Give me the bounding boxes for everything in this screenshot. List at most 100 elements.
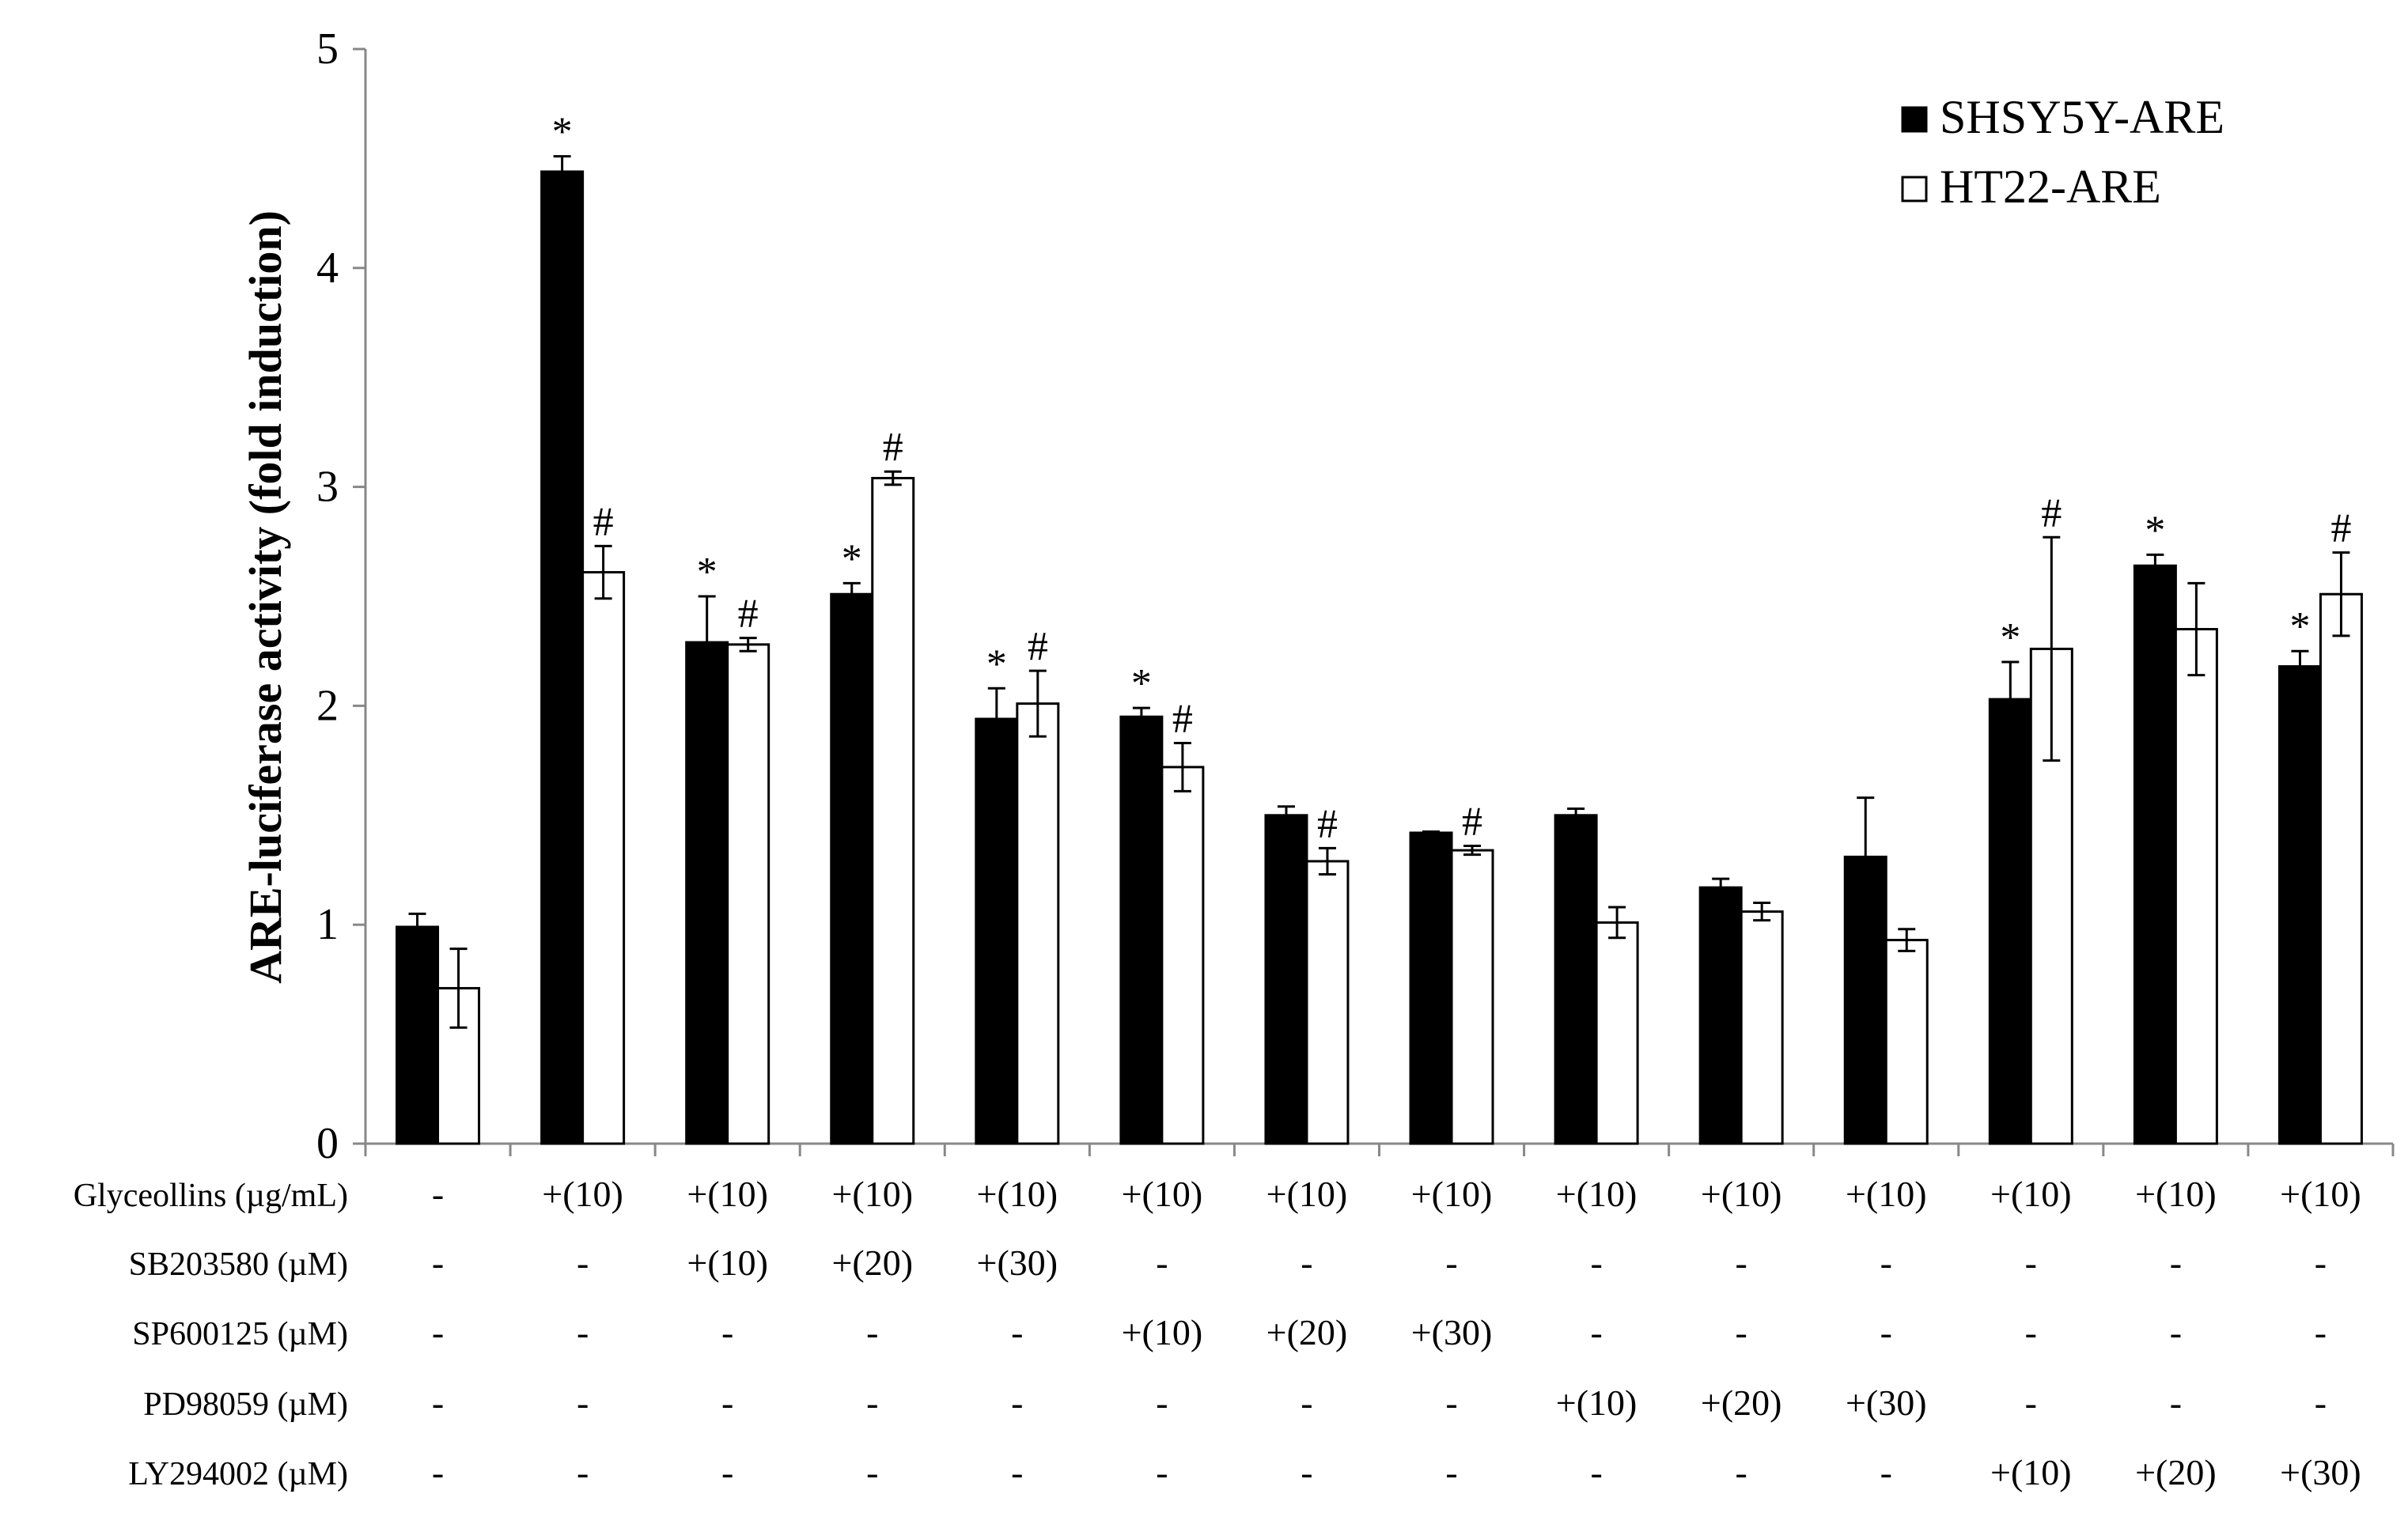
treatment-cell: - bbox=[866, 1452, 878, 1492]
bar-ht22 bbox=[1595, 921, 1639, 1145]
treatment-cell: - bbox=[1880, 1243, 1892, 1283]
significance-hash: # bbox=[738, 592, 759, 637]
treatment-cell: - bbox=[1445, 1452, 1457, 1492]
treatment-row-label: Glyceollins (µg/mL) bbox=[74, 1178, 348, 1214]
y-tick-label: 5 bbox=[316, 25, 339, 74]
treatment-cell: +(10) bbox=[2280, 1174, 2361, 1214]
treatment-cell: - bbox=[432, 1243, 444, 1283]
significance-hash: # bbox=[883, 425, 903, 470]
treatment-cell: - bbox=[1301, 1383, 1312, 1423]
significance-hash: # bbox=[1462, 800, 1482, 845]
treatment-cell: - bbox=[577, 1452, 589, 1492]
treatment-cell: - bbox=[1011, 1312, 1023, 1352]
y-tick-label: 1 bbox=[316, 900, 339, 949]
significance-asterisk: * bbox=[2145, 508, 2165, 553]
treatment-cell: - bbox=[2025, 1312, 2037, 1352]
treatment-row-label: SP600125 (µM) bbox=[132, 1316, 348, 1352]
treatment-cell: +(20) bbox=[831, 1243, 913, 1283]
treatment-cell: - bbox=[1156, 1243, 1168, 1283]
treatment-cell: - bbox=[1445, 1383, 1457, 1423]
bar-ht22 bbox=[726, 643, 770, 1145]
treatment-cell: - bbox=[1736, 1452, 1747, 1492]
treatment-cell: - bbox=[866, 1312, 878, 1352]
treatment-cell: +(10) bbox=[1556, 1383, 1638, 1423]
treatment-cell: - bbox=[1301, 1243, 1312, 1283]
treatment-cell: +(10) bbox=[687, 1243, 768, 1283]
significance-asterisk: * bbox=[552, 110, 573, 155]
y-tick-label: 4 bbox=[316, 244, 339, 293]
bar-shsy5y bbox=[1409, 831, 1453, 1145]
y-axis-label: ARE-luciferase activity (fold induction) bbox=[240, 210, 291, 984]
treatment-cell: - bbox=[1156, 1452, 1168, 1492]
treatment-cell: - bbox=[1445, 1243, 1457, 1283]
treatment-cell: +(10) bbox=[1990, 1174, 2072, 1214]
treatment-cell: - bbox=[2315, 1312, 2327, 1352]
significance-hash: # bbox=[2041, 490, 2062, 535]
bars-layer bbox=[396, 170, 2363, 1145]
treatment-cell: - bbox=[721, 1312, 733, 1352]
y-tick-label: 3 bbox=[316, 463, 339, 512]
error-bars-layer bbox=[408, 155, 2350, 1029]
treatment-row-label: SB203580 (µM) bbox=[129, 1246, 348, 1283]
treatment-cell: - bbox=[721, 1452, 733, 1492]
significance-hash: # bbox=[1172, 696, 1193, 741]
bar-ht22 bbox=[871, 477, 915, 1145]
treatment-cell: - bbox=[2315, 1383, 2327, 1423]
bar-shsy5y bbox=[2277, 665, 2322, 1145]
treatment-cell: +(30) bbox=[1411, 1312, 1493, 1352]
significance-asterisk: * bbox=[2289, 604, 2310, 649]
treatment-cell: - bbox=[2170, 1243, 2182, 1283]
treatment-cell: - bbox=[432, 1452, 444, 1492]
y-tick-label: 0 bbox=[316, 1119, 339, 1168]
treatment-cell: - bbox=[432, 1174, 444, 1214]
treatment-cell: +(20) bbox=[2135, 1452, 2217, 1492]
bar-ht22 bbox=[2174, 628, 2218, 1145]
treatment-cell: +(10) bbox=[1122, 1312, 1203, 1352]
significance-asterisk: * bbox=[1131, 661, 1152, 706]
treatment-cell: +(10) bbox=[542, 1174, 623, 1214]
treatment-row-label: LY294002 (µM) bbox=[128, 1456, 348, 1492]
treatment-cell: +(30) bbox=[977, 1243, 1058, 1283]
treatment-cell: - bbox=[1156, 1383, 1168, 1423]
bar-shsy5y bbox=[685, 641, 729, 1145]
significance-hash: # bbox=[1028, 624, 1048, 669]
legend-label-shsy5y: SHSY5Y-ARE bbox=[1940, 91, 2224, 143]
treatment-cell: - bbox=[577, 1312, 589, 1352]
bar-shsy5y bbox=[1698, 886, 1743, 1145]
treatment-cell: +(10) bbox=[1701, 1174, 1782, 1214]
treatment-cell: - bbox=[1736, 1312, 1747, 1352]
treatment-cell: - bbox=[577, 1383, 589, 1423]
bar-ht22 bbox=[1450, 849, 1494, 1145]
treatment-cell: +(10) bbox=[977, 1174, 1058, 1214]
significance-marks-layer: * * * * * * * * # # # # # # # # # bbox=[552, 110, 2352, 847]
treatment-cell: +(20) bbox=[1266, 1312, 1348, 1352]
significance-hash: # bbox=[2330, 506, 2351, 551]
treatment-cell: +(10) bbox=[1846, 1174, 1927, 1214]
legend-label-ht22: HT22-ARE bbox=[1940, 161, 2161, 213]
bar-shsy5y bbox=[1988, 698, 2032, 1145]
significance-asterisk: * bbox=[842, 536, 862, 581]
treatment-cell: - bbox=[1880, 1452, 1892, 1492]
treatment-cell: - bbox=[1736, 1243, 1747, 1283]
bar-shsy5y bbox=[2133, 564, 2177, 1145]
significance-hash: # bbox=[593, 499, 614, 544]
bar-shsy5y bbox=[1554, 814, 1598, 1145]
treatment-cell: +(30) bbox=[2280, 1452, 2361, 1492]
treatment-cell: +(30) bbox=[1846, 1383, 1927, 1423]
bar-shsy5y bbox=[540, 170, 585, 1145]
bar-ht22 bbox=[581, 571, 626, 1145]
bar-shsy5y bbox=[396, 925, 440, 1145]
treatment-cell: - bbox=[1880, 1312, 1892, 1352]
treatment-cell: - bbox=[721, 1383, 733, 1423]
treatment-cell: - bbox=[1590, 1452, 1602, 1492]
treatment-cell: - bbox=[577, 1243, 589, 1283]
treatment-cell: - bbox=[1590, 1243, 1602, 1283]
treatment-cell: - bbox=[2315, 1243, 2327, 1283]
treatment-cell: +(10) bbox=[1122, 1174, 1203, 1214]
bar-ht22 bbox=[1016, 702, 1060, 1145]
legend: SHSY5Y-ARE HT22-ARE bbox=[1901, 91, 2224, 213]
treatment-cell: - bbox=[2170, 1383, 2182, 1423]
treatment-cell: - bbox=[2025, 1383, 2037, 1423]
significance-asterisk: * bbox=[986, 641, 1007, 687]
treatment-cell: - bbox=[432, 1383, 444, 1423]
